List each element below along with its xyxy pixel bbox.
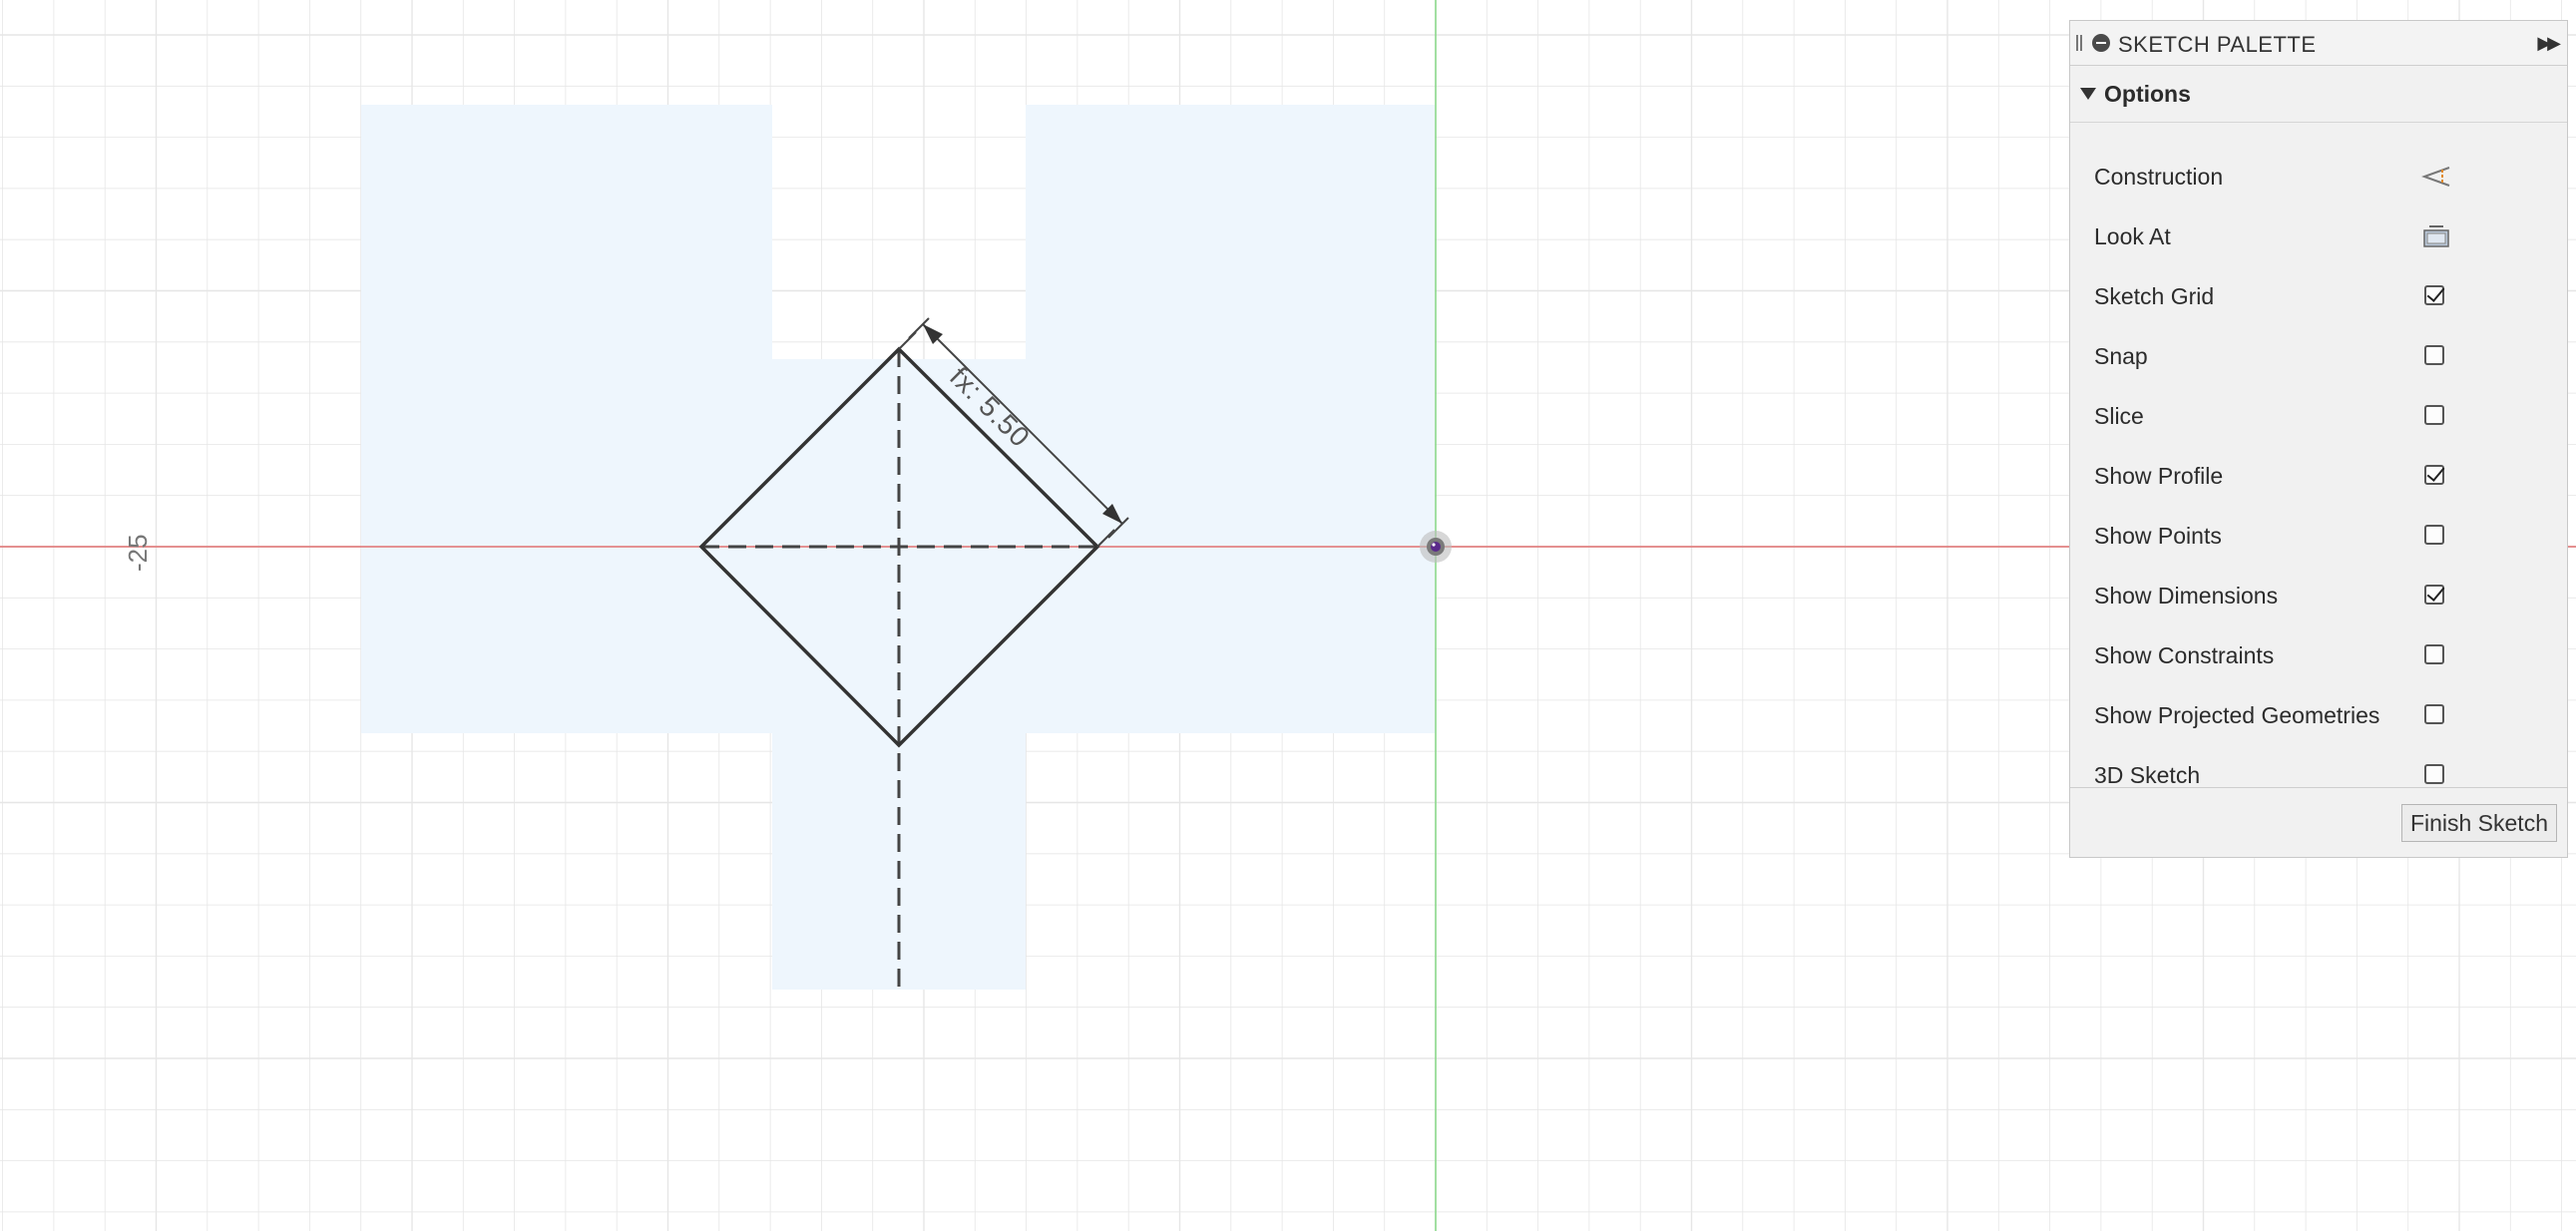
palette-header[interactable]: SKETCH PALETTE ▶▶ [2070, 21, 2567, 66]
show-points-checkbox[interactable] [2424, 525, 2444, 545]
option-label: Show Dimensions [2094, 583, 2279, 609]
option-label: Look At [2094, 223, 2171, 249]
triangle-down-icon[interactable] [2080, 88, 2096, 100]
option-label: Snap [2094, 343, 2148, 369]
show-dimensions-checkbox[interactable] [2424, 585, 2444, 605]
profile-region [361, 105, 772, 733]
show-constraints-checkbox[interactable] [2424, 644, 2444, 664]
grip-handle-icon[interactable] [2076, 35, 2082, 51]
option-show-dimensions: Show Dimensions [2070, 567, 2567, 626]
palette-footer: Finish Sketch [2070, 787, 2567, 858]
3d-sketch-checkbox[interactable] [2424, 764, 2444, 784]
collapse-icon[interactable] [2092, 34, 2110, 52]
look-at-icon[interactable] [2421, 223, 2451, 249]
dimension-line[interactable] [898, 317, 1129, 548]
options-section-header[interactable]: Options [2070, 66, 2567, 123]
option-sketch-grid: Sketch Grid [2070, 267, 2567, 327]
option-show-points: Show Points [2070, 507, 2567, 567]
option-label: Show Projected Geometries [2094, 702, 2380, 728]
axis-tick-label: -25 [123, 534, 153, 572]
option-3d-sketch: 3D Sketch [2070, 746, 2567, 806]
option-show-projected-geometries: Show Projected Geometries [2070, 686, 2567, 746]
profile-regions[interactable] [361, 105, 1435, 990]
option-construction: Construction [2070, 148, 2567, 207]
option-label: Sketch Grid [2094, 283, 2215, 309]
option-label: Slice [2094, 403, 2144, 429]
option-show-profile: Show Profile [2070, 447, 2567, 507]
option-label: Show Points [2094, 523, 2222, 549]
dimension-arrow [1102, 504, 1122, 524]
show-projected-geometries-checkbox[interactable] [2424, 704, 2444, 724]
option-label: Show Constraints [2094, 642, 2275, 668]
sketch-square[interactable] [698, 346, 1100, 748]
finish-sketch-button[interactable]: Finish Sketch [2400, 804, 2557, 842]
dimension-arrow [923, 324, 943, 344]
construction-lines[interactable] [701, 349, 1097, 992]
slice-checkbox[interactable] [2424, 405, 2444, 425]
origin-point[interactable] [1420, 531, 1452, 563]
profile-region [1026, 105, 1435, 733]
sketch-palette: SKETCH PALETTE ▶▶ Options Construction L… [2069, 20, 2568, 858]
sketch-grid-checkbox[interactable] [2424, 285, 2444, 305]
option-look-at: Look At [2070, 207, 2567, 267]
show-profile-checkbox[interactable] [2424, 465, 2444, 485]
option-snap: Snap [2070, 327, 2567, 387]
option-label: Construction [2094, 164, 2224, 190]
options-label: Options [2104, 81, 2191, 107]
option-show-constraints: Show Constraints [2070, 626, 2567, 686]
option-label: 3D Sketch [2094, 762, 2201, 788]
snap-checkbox[interactable] [2424, 345, 2444, 365]
double-chevron-right-icon[interactable]: ▶▶ [2537, 33, 2561, 53]
construction-icon[interactable] [2421, 164, 2451, 190]
option-slice: Slice [2070, 387, 2567, 447]
option-label: Show Profile [2094, 463, 2224, 489]
palette-title: SKETCH PALETTE [2118, 32, 2317, 57]
